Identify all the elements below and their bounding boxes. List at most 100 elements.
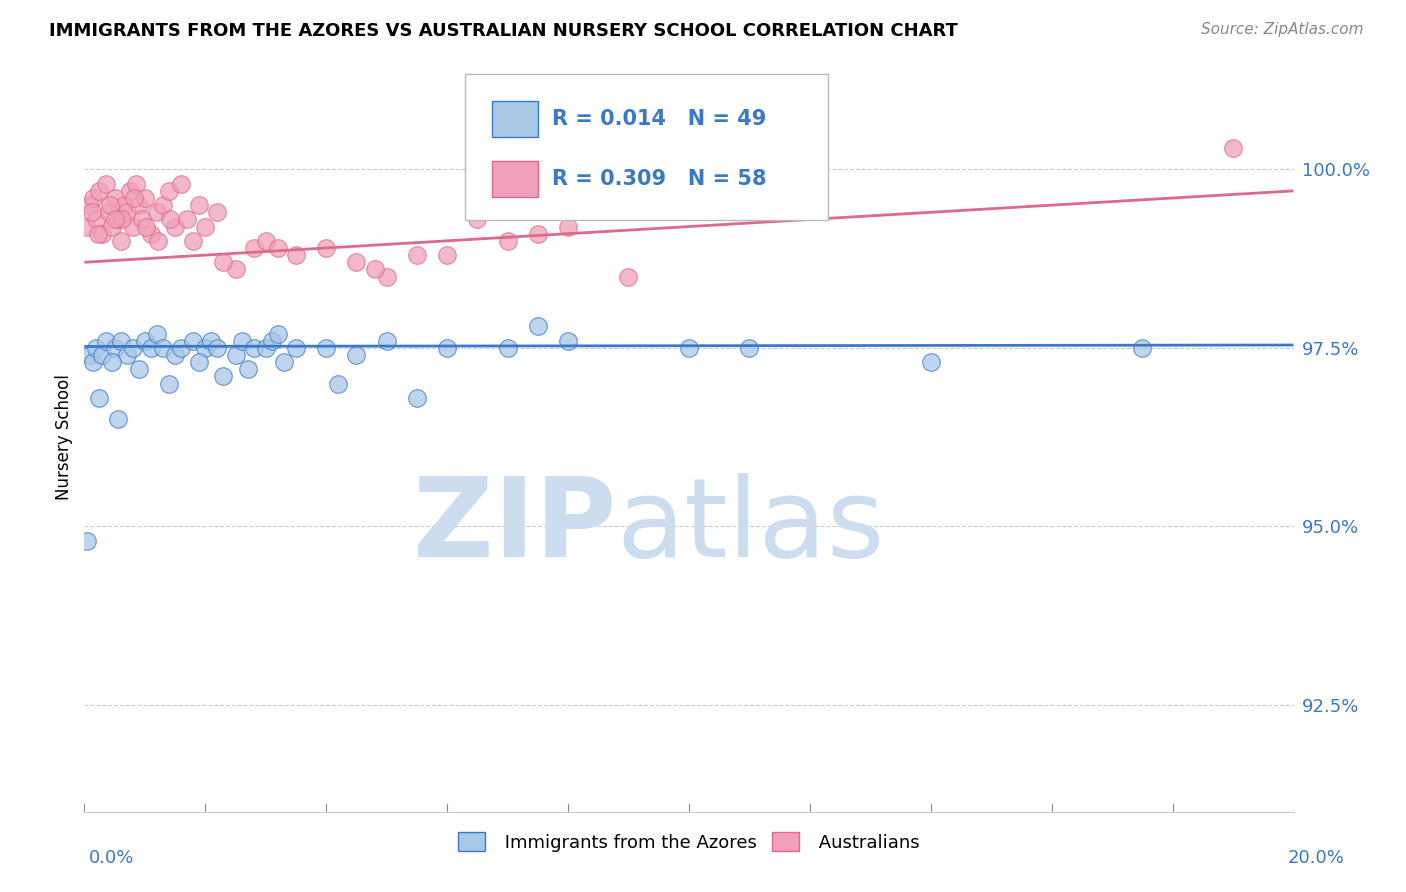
Point xyxy=(225,348,247,362)
Point xyxy=(152,341,174,355)
Point xyxy=(188,355,211,369)
Point xyxy=(315,241,337,255)
Point xyxy=(157,184,180,198)
Point xyxy=(82,355,104,369)
Point xyxy=(86,341,108,355)
Point xyxy=(128,198,150,212)
Point xyxy=(86,212,108,227)
Point xyxy=(104,341,127,355)
Point xyxy=(139,227,162,241)
Point xyxy=(678,341,700,355)
Point xyxy=(273,355,295,369)
Point xyxy=(134,334,156,348)
Point xyxy=(557,334,579,348)
Point xyxy=(1222,141,1244,155)
Point xyxy=(135,219,157,234)
Point xyxy=(285,248,308,262)
Point xyxy=(122,191,145,205)
Point xyxy=(267,241,290,255)
Point xyxy=(467,212,489,227)
Point xyxy=(285,341,308,355)
Point xyxy=(100,219,122,234)
Point xyxy=(89,391,111,405)
Point xyxy=(207,341,229,355)
Point xyxy=(617,269,640,284)
Point xyxy=(260,334,283,348)
Point xyxy=(118,184,141,198)
Point xyxy=(188,198,211,212)
Point xyxy=(406,391,429,405)
Point xyxy=(165,219,187,234)
Point xyxy=(165,348,187,362)
Point xyxy=(125,177,148,191)
Point xyxy=(527,227,550,241)
Point xyxy=(128,362,150,376)
Point xyxy=(436,341,458,355)
Point xyxy=(920,355,942,369)
Text: ZIP: ZIP xyxy=(413,474,616,581)
Point xyxy=(152,198,174,212)
Point xyxy=(212,369,235,384)
Point xyxy=(225,262,247,277)
Point xyxy=(79,198,101,212)
Point xyxy=(212,255,235,269)
Point xyxy=(557,219,579,234)
Point xyxy=(157,376,180,391)
Point xyxy=(82,191,104,205)
FancyBboxPatch shape xyxy=(492,161,538,197)
Point xyxy=(104,212,127,227)
Point xyxy=(242,241,264,255)
Point xyxy=(134,191,156,205)
Point xyxy=(346,255,368,269)
Point xyxy=(170,341,193,355)
Point xyxy=(496,341,519,355)
Point xyxy=(181,234,204,248)
Point xyxy=(207,205,229,219)
Point xyxy=(254,341,277,355)
Text: R = 0.014   N = 49: R = 0.014 N = 49 xyxy=(553,109,766,128)
Point xyxy=(100,355,122,369)
Point xyxy=(315,341,337,355)
Point xyxy=(496,234,519,248)
Point xyxy=(328,376,350,391)
Point xyxy=(406,248,429,262)
Point xyxy=(112,198,135,212)
Point xyxy=(254,234,277,248)
Point xyxy=(79,348,101,362)
Text: 20.0%: 20.0% xyxy=(1288,849,1344,867)
Point xyxy=(236,362,259,376)
Point xyxy=(146,326,169,341)
Point xyxy=(94,334,117,348)
Point xyxy=(94,177,117,191)
Point xyxy=(242,341,264,355)
Point xyxy=(107,212,129,227)
Point xyxy=(110,234,132,248)
Point xyxy=(139,341,162,355)
Point xyxy=(76,219,98,234)
Text: 0.0%: 0.0% xyxy=(89,849,134,867)
Point xyxy=(86,227,108,241)
Point xyxy=(170,177,193,191)
Point xyxy=(436,248,458,262)
Point xyxy=(267,326,290,341)
Point xyxy=(146,234,169,248)
Point xyxy=(121,219,143,234)
Point xyxy=(159,212,181,227)
Point xyxy=(110,334,132,348)
Point xyxy=(97,205,120,219)
Point xyxy=(375,269,398,284)
Point xyxy=(107,412,129,426)
Point xyxy=(176,212,198,227)
Point xyxy=(115,205,138,219)
Point xyxy=(527,319,550,334)
Point xyxy=(91,348,114,362)
Point xyxy=(231,334,253,348)
Point xyxy=(346,348,368,362)
Point xyxy=(80,205,103,219)
Point xyxy=(98,198,121,212)
Text: Source: ZipAtlas.com: Source: ZipAtlas.com xyxy=(1201,22,1364,37)
Point xyxy=(91,227,114,241)
Point xyxy=(111,212,134,227)
Point xyxy=(131,212,153,227)
Point xyxy=(104,191,127,205)
